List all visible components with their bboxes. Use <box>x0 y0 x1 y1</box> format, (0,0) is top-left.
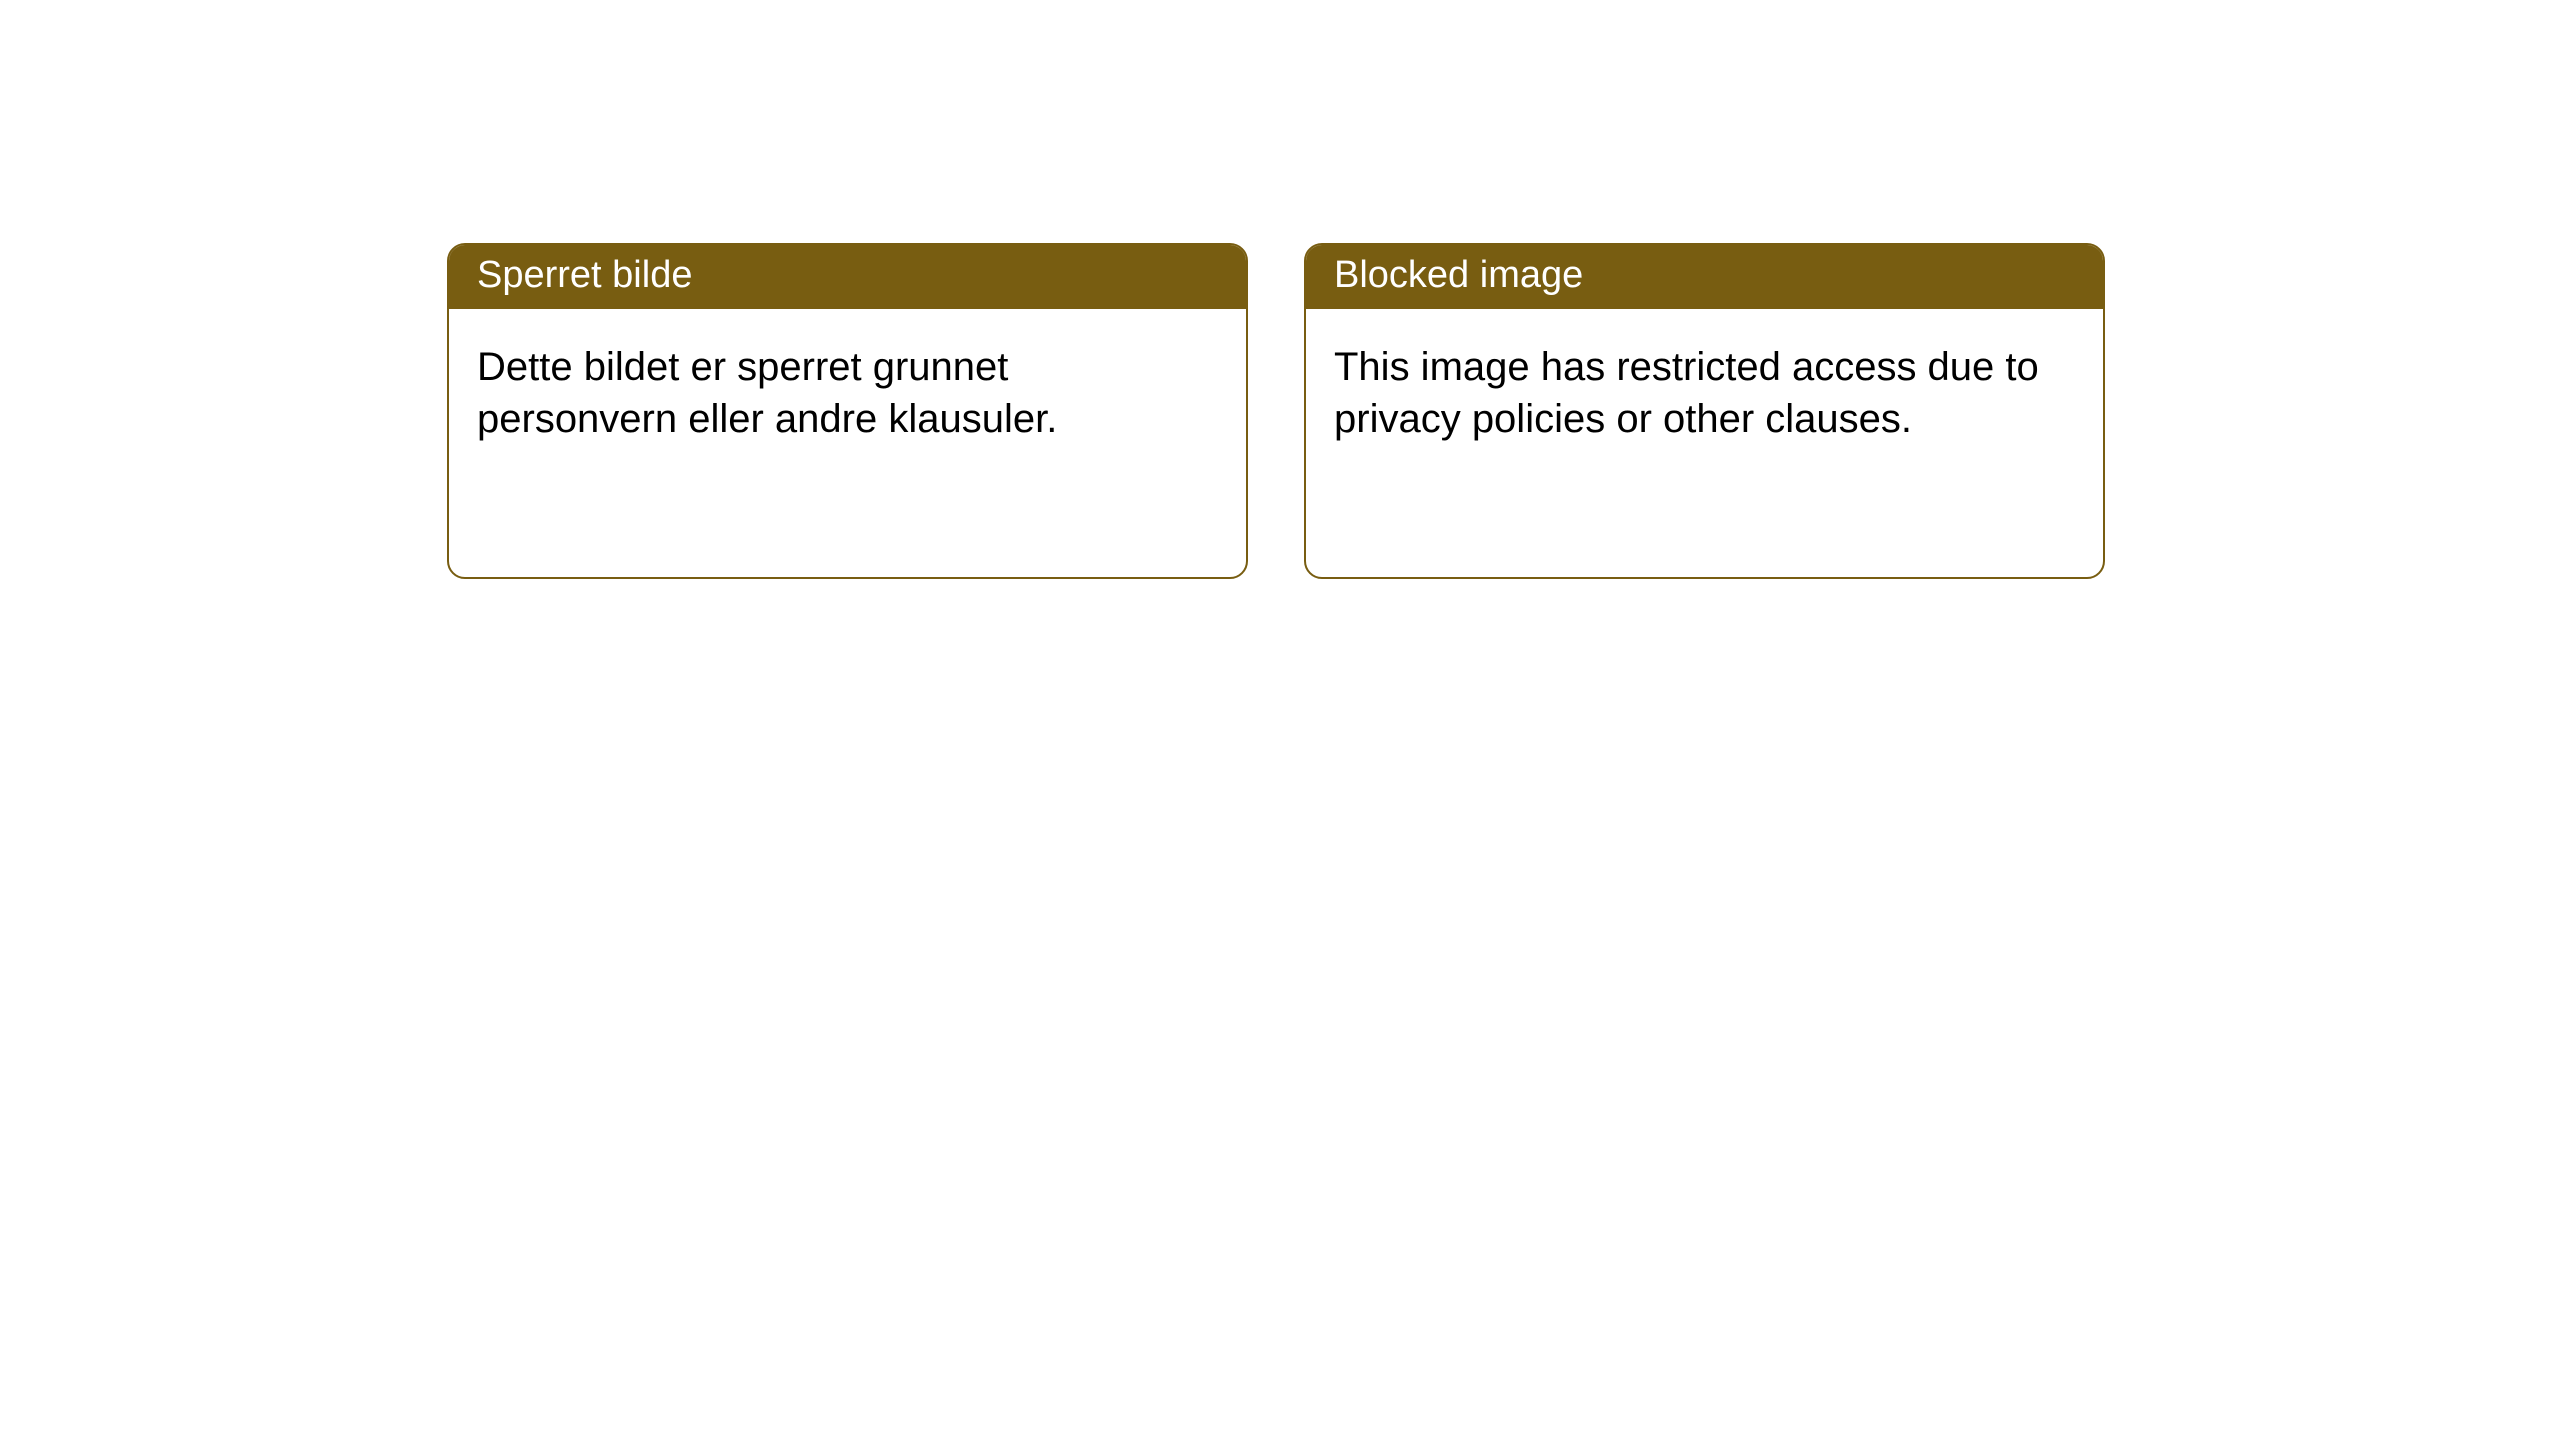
notice-title: Blocked image <box>1334 254 1583 296</box>
notice-text: Dette bildet er sperret grunnet personve… <box>477 345 1057 442</box>
notice-body: This image has restricted access due to … <box>1306 309 2103 479</box>
notice-body: Dette bildet er sperret grunnet personve… <box>449 309 1246 479</box>
notice-text: This image has restricted access due to … <box>1334 345 2039 442</box>
notice-header: Sperret bilde <box>449 245 1246 309</box>
notice-header: Blocked image <box>1306 245 2103 309</box>
notice-container: Sperret bilde Dette bildet er sperret gr… <box>0 0 2560 579</box>
notice-card-english: Blocked image This image has restricted … <box>1304 243 2105 579</box>
notice-title: Sperret bilde <box>477 254 692 296</box>
notice-card-norwegian: Sperret bilde Dette bildet er sperret gr… <box>447 243 1248 579</box>
